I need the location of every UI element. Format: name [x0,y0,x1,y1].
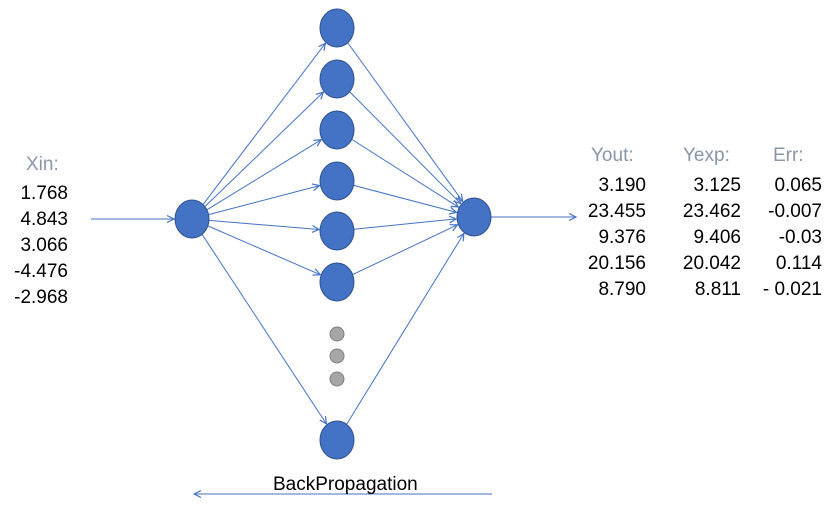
edge-input-to-hidden-1 [202,43,325,205]
edges [91,43,576,494]
hidden-node-1 [319,8,355,48]
yexp-value: 23.462 [682,201,741,222]
xin-value: 1.768 [20,183,68,204]
err-header: Err: [773,145,804,166]
edge-hidden-to-output-6 [352,225,458,276]
err-value: 0.114 [775,253,822,274]
err-values: 0.065 -0.007 -0.03 0.114 - 0.021 [756,173,822,303]
yout-value: 23.455 [587,201,646,222]
ellipsis-dot-3 [329,371,345,387]
output-node [456,197,492,237]
edge-hidden-to-output-1 [347,42,463,202]
hidden-node-3 [319,110,355,150]
hidden-node-5 [319,211,355,251]
yout-value: 8.790 [598,279,646,300]
yout-values: 3.190 23.455 9.376 20.156 8.790 [586,173,646,303]
yexp-value: 20.042 [682,253,741,274]
hidden-node-7 [319,420,355,460]
hidden-node-4 [319,161,355,201]
nodes [174,8,492,460]
yexp-header: Yexp: [683,145,730,166]
err-value: 0.065 [774,175,822,196]
err-value: -0.03 [778,227,822,248]
edge-hidden-to-output-3 [351,138,459,207]
err-value: -0.007 [768,201,822,222]
yexp-value: 9.406 [693,227,741,248]
xin-value: 4.843 [20,209,68,230]
yout-value: 3.190 [598,175,646,196]
edge-input-to-hidden-3 [206,140,321,211]
yout-value: 9.376 [598,227,646,248]
hidden-node-6 [319,262,355,302]
yout-header: Yout: [591,145,634,166]
err-value: - 0.021 [762,279,822,300]
edge-input-to-hidden-4 [208,186,320,216]
yexp-values: 3.125 23.462 9.406 20.042 8.811 [676,173,741,303]
xin-value: -2.968 [14,287,68,308]
edge-input-to-hidden-5 [208,219,319,229]
xin-values: 1.768 4.843 3.066 -4.476 -2.968 [4,181,68,311]
ellipsis-dot-1 [329,326,345,342]
input-node [174,199,210,239]
hidden-node-2 [319,59,355,99]
edge-input-to-hidden-2 [204,92,324,207]
yout-value: 20.156 [587,253,646,274]
yexp-value: 8.811 [694,279,741,300]
backpropagation-label: BackPropagation [273,474,418,495]
edge-hidden-to-output-7 [346,234,464,425]
ellipsis-dot-2 [329,348,345,364]
edge-hidden-to-output-2 [349,91,461,204]
edge-input-to-hidden-7 [201,234,326,424]
edge-hidden-to-output-4 [353,184,457,212]
xin-value: 3.066 [20,235,68,256]
edge-hidden-to-output-5 [353,219,456,230]
yexp-value: 3.125 [693,175,741,196]
xin-value: -4.476 [14,261,68,282]
xin-header: Xin: [26,154,59,175]
edge-input-to-hidden-6 [207,225,320,275]
